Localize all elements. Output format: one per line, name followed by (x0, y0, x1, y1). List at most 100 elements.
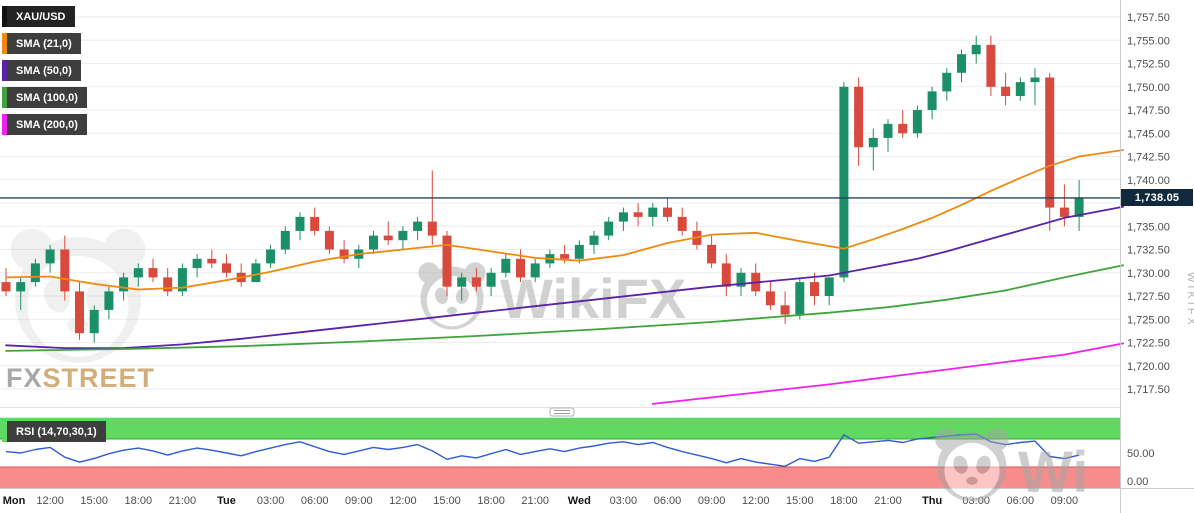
price-axis-label: 1,745.00 (1127, 128, 1170, 140)
rsi-plot-area[interactable] (0, 418, 1120, 488)
time-axis-label: 18:00 (125, 495, 153, 507)
sma200-label: SMA (200,0) (7, 114, 87, 135)
candle-down (383, 235, 393, 241)
candle-up (648, 207, 658, 217)
candle-up (604, 221, 614, 236)
candle-down (707, 244, 717, 264)
candle-up (266, 249, 276, 264)
rsi-color-tab (2, 421, 7, 442)
time-axis-label: 21:00 (521, 495, 549, 507)
price-axis-label: 1,750.00 (1127, 82, 1170, 94)
legend-item-sma21[interactable]: SMA (21,0) (2, 33, 81, 54)
candle-down (898, 123, 908, 134)
sma-line (651, 342, 1125, 405)
rsi-line (5, 433, 1080, 467)
time-axis-label: 06:00 (301, 495, 329, 507)
time-axis-label: 09:00 (345, 495, 373, 507)
candle-up (795, 282, 805, 315)
time-axis-label: Thu (922, 495, 942, 507)
candle-down (427, 221, 437, 236)
symbol-badge[interactable]: XAU/USD (2, 6, 75, 27)
sma100-color-tab (2, 87, 7, 108)
rsi-label: RSI (14,70,30,1) (7, 421, 106, 442)
candle-up (824, 277, 834, 296)
candle-down (324, 230, 334, 250)
price-axis-label: 1,735.00 (1127, 221, 1170, 233)
time-axis-label: 15:00 (80, 495, 108, 507)
price-axis-label: 1,755.00 (1127, 35, 1170, 47)
rsi-axis-label: 50.00 (1127, 448, 1155, 460)
time-axis-label: 15:00 (433, 495, 461, 507)
candle-down (207, 258, 217, 264)
sma100-label: SMA (100,0) (7, 87, 87, 108)
rsi-oversold-band (0, 467, 1120, 488)
candle-up (119, 277, 129, 292)
fxstreet-watermark: FXSTREET (6, 363, 155, 394)
candle-down (721, 263, 731, 287)
legend-item-sma50[interactable]: SMA (50,0) (2, 60, 81, 81)
price-axis-label: 1,757.50 (1127, 12, 1170, 24)
sma50-label: SMA (50,0) (7, 60, 81, 81)
wikifx-watermark-text: WikiFX (500, 267, 686, 330)
candle-up (912, 110, 922, 134)
legend: XAU/USD SMA (21,0) SMA (50,0) SMA (100,0… (2, 6, 87, 135)
main-plot-area[interactable] (0, 0, 1120, 407)
time-axis-label: 09:00 (1051, 495, 1079, 507)
price-axis-label: 1,752.50 (1127, 59, 1170, 71)
time-axis-label: 12:00 (389, 495, 417, 507)
candle-down (780, 305, 790, 315)
candle-up (883, 123, 893, 138)
wikifx-partial-watermark: Wi (1018, 440, 1088, 505)
fxstreet-street-text: STREET (42, 363, 156, 393)
candle-down (1, 282, 11, 292)
sma-line (5, 205, 1125, 350)
candle-up (618, 212, 628, 222)
candle-down (60, 249, 70, 292)
time-axis-label: Wed (568, 495, 591, 507)
candle-up (45, 249, 55, 264)
price-axis-label: 1,722.50 (1127, 338, 1170, 350)
candle-down (148, 268, 158, 278)
candle-down (677, 216, 687, 231)
candle-up (398, 230, 408, 241)
candle-up (295, 216, 305, 231)
time-axis-label: 18:00 (830, 495, 858, 507)
candle-up (413, 221, 423, 231)
legend-item-rsi[interactable]: RSI (14,70,30,1) (2, 421, 106, 442)
time-scale[interactable] (0, 489, 1194, 513)
candle-up (530, 263, 540, 278)
price-axis-label: 1,717.50 (1127, 384, 1170, 396)
pane-splitter-handle[interactable] (549, 407, 575, 417)
candle-down (854, 86, 864, 148)
time-axis-label: 06:00 (1007, 495, 1035, 507)
symbol-label: XAU/USD (7, 6, 75, 27)
candle-up (89, 309, 99, 334)
candle-up (486, 272, 496, 287)
candle-up (971, 44, 981, 55)
candle-up (369, 235, 378, 250)
legend-item-sma200[interactable]: SMA (200,0) (2, 114, 87, 135)
candle-up (192, 258, 202, 269)
sma21-color-tab (2, 33, 7, 54)
candle-up (736, 272, 746, 287)
candle-down (442, 235, 452, 287)
price-scale[interactable] (1121, 0, 1194, 488)
candle-down (471, 277, 481, 287)
candle-up (1030, 77, 1040, 83)
sma-line (5, 264, 1125, 352)
candle-down (163, 277, 173, 292)
sma50-color-tab (2, 60, 7, 81)
candle-down (222, 263, 231, 273)
legend-item-sma100[interactable]: SMA (100,0) (2, 87, 87, 108)
candle-down (310, 216, 320, 231)
candle-up (280, 230, 290, 250)
price-axis-label: 1,742.50 (1127, 152, 1170, 164)
sma-line (5, 149, 1125, 291)
candle-up (957, 54, 966, 73)
candle-up (251, 263, 261, 283)
time-axis-label: 18:00 (477, 495, 505, 507)
candle-up (927, 91, 937, 110)
candle-up (839, 86, 849, 278)
